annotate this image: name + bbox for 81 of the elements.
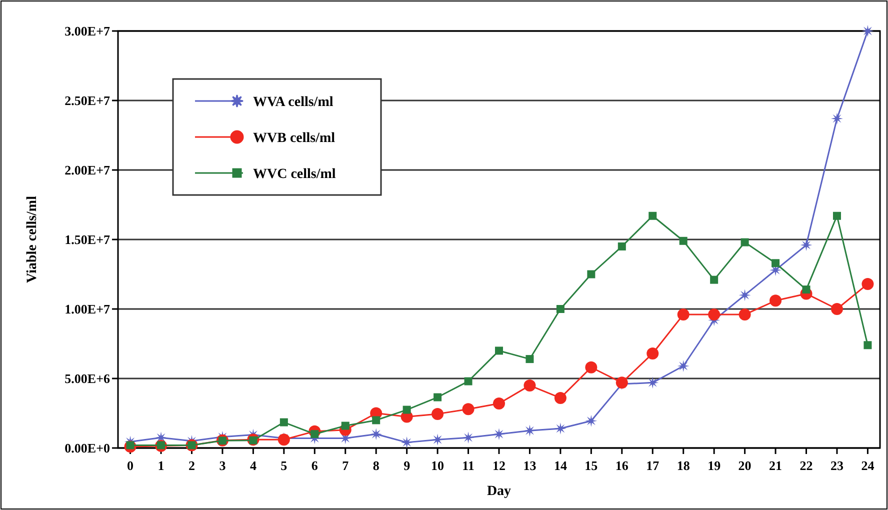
- point: [402, 406, 411, 414]
- legend-label: WVC cells/ml: [253, 166, 336, 182]
- x-tick-label: 11: [462, 458, 474, 473]
- x-tick-label: 24: [861, 458, 875, 473]
- point: [830, 303, 843, 315]
- point: [400, 436, 413, 448]
- point: [372, 416, 380, 424]
- x-tick-label: 20: [738, 458, 752, 473]
- point: [830, 112, 843, 125]
- y-tick-label: 1.00E+7: [64, 302, 110, 317]
- x-tick-label: 21: [769, 458, 782, 473]
- point: [585, 361, 598, 374]
- x-tick-label: 2: [188, 458, 195, 473]
- x-tick-label: 4: [250, 458, 257, 473]
- x-tick-label: 8: [372, 458, 380, 473]
- point: [770, 294, 782, 307]
- point: [493, 398, 505, 410]
- point: [587, 270, 596, 278]
- point: [618, 242, 626, 250]
- point: [493, 428, 505, 440]
- y-tick-label: 1.50E+7: [64, 232, 110, 248]
- point: [280, 418, 288, 426]
- point: [495, 346, 503, 355]
- legend-label: WVA cells/ml: [253, 94, 334, 110]
- x-tick-label: 7: [342, 458, 350, 473]
- point: [648, 212, 657, 220]
- point: [524, 379, 536, 392]
- x-tick-label: 15: [584, 458, 598, 473]
- point: [554, 422, 566, 435]
- point: [556, 305, 564, 313]
- point: [677, 308, 690, 321]
- point: [802, 286, 810, 294]
- point: [464, 377, 472, 386]
- point: [370, 428, 382, 440]
- x-tick-label: 22: [800, 458, 813, 473]
- point: [646, 347, 659, 360]
- point: [832, 212, 841, 220]
- y-tick-label: 0.00E+0: [64, 440, 110, 456]
- point: [677, 360, 690, 372]
- x-tick-label: 17: [646, 458, 660, 473]
- point: [738, 308, 751, 321]
- x-tick-label: 3: [219, 458, 226, 473]
- x-tick-label: 18: [676, 458, 690, 473]
- point: [341, 422, 350, 430]
- point: [434, 393, 442, 402]
- x-tick-label: 9: [404, 458, 411, 473]
- point: [679, 236, 688, 245]
- x-tick-label: 14: [554, 458, 568, 473]
- point: [708, 308, 720, 321]
- legend-label: WVB cells/ml: [253, 130, 336, 146]
- x-tick-label: 6: [311, 458, 318, 473]
- point: [526, 355, 534, 364]
- x-tick-label: 16: [615, 458, 629, 473]
- point: [800, 239, 812, 252]
- point: [585, 414, 598, 427]
- x-tick-label: 12: [492, 458, 506, 473]
- y-tick-label: 3.00E+7: [64, 24, 110, 39]
- y-tick-label: 2.00E+7: [64, 162, 110, 178]
- point: [554, 392, 566, 404]
- x-tick-label: 10: [431, 458, 444, 473]
- point: [462, 403, 474, 416]
- x-tick-label: 0: [127, 458, 134, 473]
- point: [772, 259, 780, 268]
- point: [462, 432, 474, 444]
- x-tick-label: 23: [830, 458, 844, 473]
- point: [740, 238, 749, 246]
- point: [432, 408, 444, 420]
- point: [646, 376, 659, 389]
- point: [738, 289, 751, 302]
- y-tick-label: 5.00E+6: [64, 371, 110, 386]
- y-tick-label: 2.50E+7: [64, 93, 110, 108]
- y-axis-title: Viable cells/ml: [25, 196, 40, 283]
- point: [864, 341, 872, 350]
- x-tick-label: 19: [708, 458, 722, 473]
- x-tick-label: 1: [158, 458, 164, 473]
- x-tick-label: 13: [523, 458, 537, 473]
- point: [862, 25, 874, 37]
- point: [710, 276, 718, 284]
- x-tick-label: 5: [280, 458, 288, 473]
- point: [862, 278, 874, 290]
- x-axis-title: Day: [486, 484, 512, 499]
